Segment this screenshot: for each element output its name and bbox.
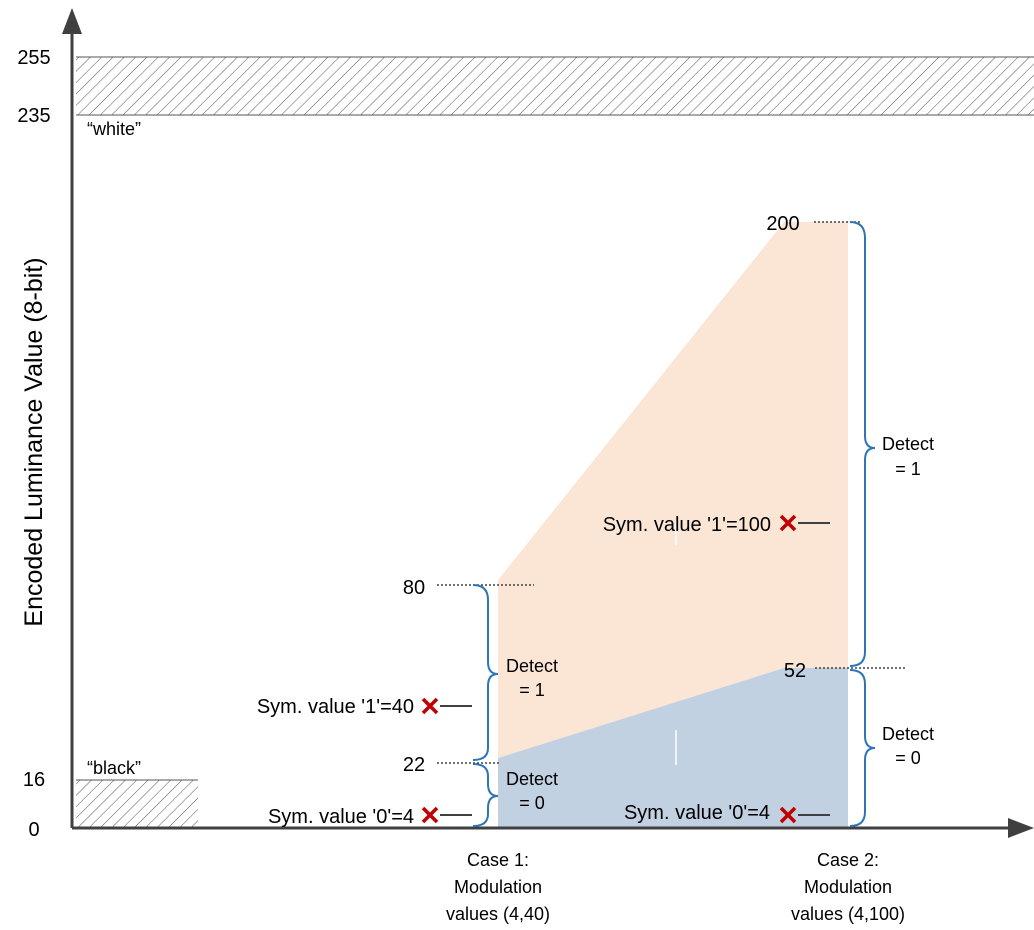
case1-detect-0-value: = 0 <box>519 793 545 813</box>
case2-detect-1-value: = 1 <box>895 459 921 479</box>
case1-detect-1-brace <box>472 584 499 761</box>
case2-detect-0-label: Detect <box>882 724 934 744</box>
case1-detect-0-label: Detect <box>506 769 558 789</box>
case2-level-52: 52 <box>784 660 806 682</box>
x-mark-icon <box>779 514 797 532</box>
detect-0-region <box>498 668 848 828</box>
case1-level-80: 80 <box>403 577 425 599</box>
y-tick-255: 255 <box>17 47 50 69</box>
x-mark-icon <box>779 806 797 824</box>
case1-level-22: 22 <box>403 754 425 776</box>
y-axis-arrow-icon <box>62 8 82 34</box>
case2-detect-0-brace <box>849 669 876 827</box>
y-axis-label: Encoded Luminance Value (8-bit) <box>20 257 48 626</box>
case1-symbol-1-label: Sym. value '1'=40 <box>257 696 414 718</box>
y-tick-16: 16 <box>23 769 45 791</box>
case2-symbol-0-label: Sym. value '0'=4 <box>624 802 770 824</box>
case2-detect-1-brace <box>849 221 876 667</box>
case2-symbol-1-label: Sym. value '1'=100 <box>603 514 771 536</box>
case1-caption-line2: Modulation <box>454 877 542 897</box>
case1-caption-line3: values (4,40) <box>446 904 550 924</box>
case1-detect-1-value: = 1 <box>519 680 545 700</box>
case2-caption-line2: Modulation <box>804 877 892 897</box>
y-tick-0: 0 <box>28 819 39 841</box>
black-label: “black” <box>87 758 141 778</box>
case1-detect-1-label: Detect <box>506 656 558 676</box>
case2-detect-1-label: Detect <box>882 434 934 454</box>
case2-level-200: 200 <box>766 213 799 235</box>
x-mark-icon <box>421 697 439 715</box>
case2-caption-line3: values (4,100) <box>791 904 905 924</box>
black-reserved-region <box>76 780 198 828</box>
case2-detect-0-value: = 0 <box>895 748 921 768</box>
white-reserved-region <box>76 57 1034 115</box>
case1-caption-line1: Case 1: <box>467 850 529 870</box>
white-label: “white” <box>87 119 141 139</box>
case1-symbol-0-label: Sym. value '0'=4 <box>268 806 414 828</box>
detect-1-region <box>498 222 848 758</box>
y-tick-235: 235 <box>17 105 50 127</box>
case1-detect-0-brace <box>472 763 499 827</box>
case2-caption-line1: Case 2: <box>817 850 879 870</box>
x-axis-arrow-icon <box>1008 818 1034 838</box>
x-mark-icon <box>421 806 439 824</box>
